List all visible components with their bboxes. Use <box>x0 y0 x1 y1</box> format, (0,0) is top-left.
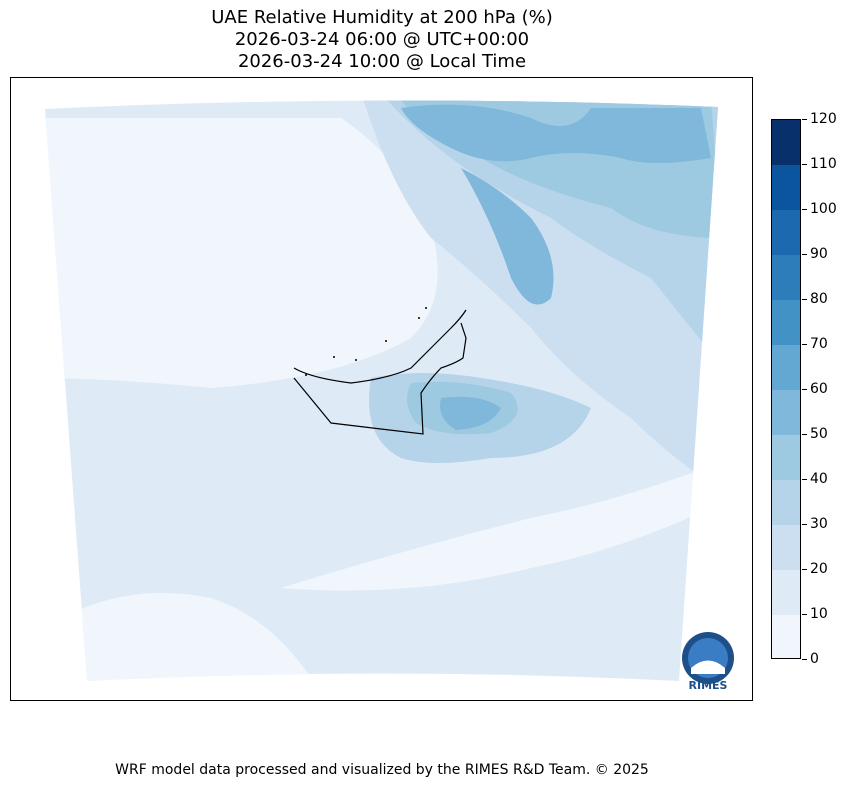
colorbar-band <box>772 120 800 165</box>
colorbar-band <box>772 435 800 480</box>
colorbar-band <box>772 255 800 300</box>
colorbar-band <box>772 165 800 210</box>
colorbar-tick <box>802 478 807 480</box>
humidity-contour-50-60-patch <box>440 396 501 430</box>
rimes-logo: RIMES <box>682 632 734 692</box>
colorbar-band <box>772 615 800 658</box>
colorbar-band <box>772 525 800 570</box>
colorbar-band <box>772 300 800 345</box>
colorbar-tick <box>802 433 807 435</box>
colorbar-tick <box>802 118 807 120</box>
colorbar-tick-label: 40 <box>810 471 828 487</box>
chart-subtitle-local: 2026-03-24 10:00 @ Local Time <box>237 51 527 72</box>
colorbar-tick <box>802 208 807 210</box>
colorbar-tick-label: 50 <box>810 426 828 442</box>
colorbar <box>771 119 801 659</box>
map-canvas: RIMES <box>45 100 734 692</box>
humidity-contour-0-10-southwest <box>45 593 311 681</box>
chart-title: UAE Relative Humidity at 200 hPa (%) <box>211 7 553 28</box>
colorbar-band <box>772 570 800 615</box>
humidity-contour-50-60-ne <box>401 104 711 163</box>
footer-credit: WRF model data processed and visualized … <box>115 762 649 778</box>
colorbar-tick <box>802 253 807 255</box>
colorbar-tick <box>802 658 807 660</box>
colorbar-tick-label: 60 <box>810 381 828 397</box>
colorbar-tick <box>802 523 807 525</box>
chart-subtitle-utc: 2026-03-24 06:00 @ UTC+00:00 <box>234 29 530 50</box>
humidity-contour-0-10-west <box>45 118 438 388</box>
colorbar-tick <box>802 163 807 165</box>
colorbar-band <box>772 345 800 390</box>
colorbar-band <box>772 480 800 525</box>
colorbar-tick-label: 10 <box>810 606 828 622</box>
coastal-islands <box>305 307 427 376</box>
uae-boundary <box>293 309 467 435</box>
map-frame: RIMES <box>10 77 753 701</box>
humidity-contour-50-60-band <box>461 168 554 305</box>
colorbar-tick <box>802 388 807 390</box>
colorbar-tick-label: 80 <box>810 291 828 307</box>
colorbar-tick-label: 20 <box>810 561 828 577</box>
colorbar-tick-label: 70 <box>810 336 828 352</box>
colorbar-tick <box>802 613 807 615</box>
logo-text: RIMES <box>689 679 728 692</box>
colorbar-band <box>772 210 800 255</box>
colorbar-tick-label: 90 <box>810 246 828 262</box>
colorbar-band <box>772 390 800 435</box>
colorbar-tick-label: 110 <box>810 156 837 172</box>
colorbar-tick <box>802 568 807 570</box>
colorbar-tick-label: 30 <box>810 516 828 532</box>
colorbar-tick <box>802 298 807 300</box>
colorbar-tick-label: 0 <box>810 651 819 667</box>
humidity-contour-0-10-south <box>281 458 718 591</box>
colorbar-tick-label: 120 <box>810 111 837 127</box>
colorbar-tick <box>802 343 807 345</box>
colorbar-tick-label: 100 <box>810 201 837 217</box>
